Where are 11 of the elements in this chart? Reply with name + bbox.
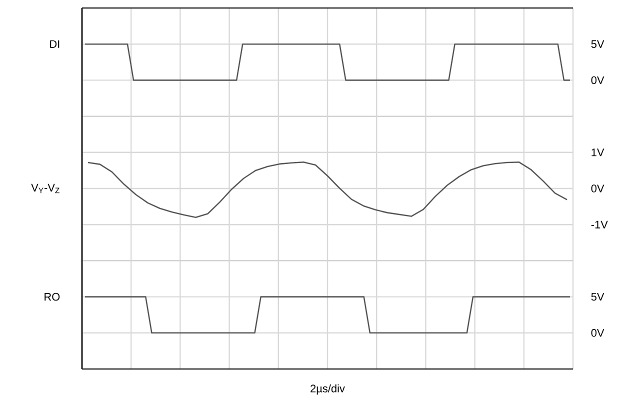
y-tick-label: 1V: [592, 148, 604, 156]
y-tick-label: -1V: [591, 220, 608, 228]
y-tick-label: 5V: [591, 292, 604, 301]
y-tick-label: 5V: [591, 40, 604, 48]
x-axis-title: 2µs/div: [310, 384, 345, 395]
y-axis-title: DI: [50, 40, 60, 48]
y-tick-label: 0V: [591, 329, 604, 337]
y-axis-title: V$_{Y}$-V$_{Z}$: [31, 184, 60, 194]
y-tick-label: 0V: [591, 184, 604, 192]
y-tick-label: 0V: [591, 76, 604, 84]
y-axis-title: RO: [44, 292, 60, 301]
